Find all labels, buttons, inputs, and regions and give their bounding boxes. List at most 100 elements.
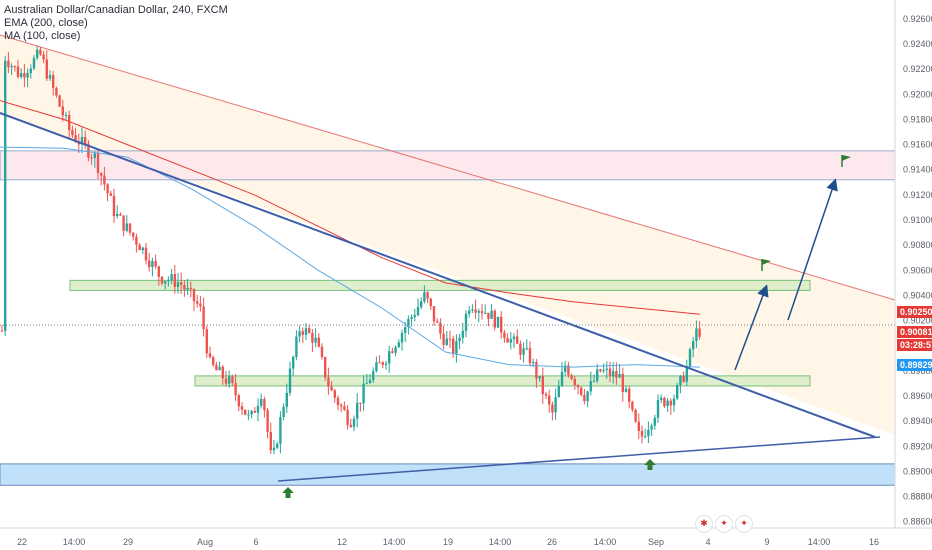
candle-body [7,60,10,68]
candle-body [375,362,378,372]
candle-body [84,137,87,144]
price-tag [897,306,932,318]
candle-body [669,400,672,406]
candle-body [394,347,397,353]
candle-body [269,432,272,451]
candle-body [141,247,144,251]
time-tick-label: 26 [547,537,557,547]
candle-body [276,443,279,448]
candle-body [624,388,628,393]
candle-body [343,406,346,410]
candle-body [324,357,327,378]
up-arrow-icon [644,459,656,470]
time-tick-label: 14:00 [489,537,512,547]
candle-body [330,386,333,391]
time-tick-label: 9 [764,537,769,547]
candle-body [138,244,141,251]
chart-background [0,35,895,435]
candle-body [128,223,132,233]
price-axis-bg [895,0,932,550]
candle-body [429,298,432,307]
legend-ma[interactable]: MA (100, close) [4,30,81,42]
candle-body [32,57,36,69]
candle-body [653,417,656,426]
candle-body [199,303,202,307]
candle-body [672,398,676,406]
candle-body [167,280,170,282]
time-tick-label: 16 [869,537,879,547]
candle-body [461,330,464,338]
flag-ca-icon[interactable]: ✦ [715,515,733,533]
candle-body [583,394,586,402]
candle-body [333,390,336,398]
candle-body [61,106,64,116]
candle-body [218,366,221,371]
candle-body [311,332,314,343]
candle-body [423,292,426,302]
candle-body [327,377,330,387]
candle-body [109,193,112,196]
candle-body [256,405,260,413]
candle-body [532,362,535,364]
candle-body [100,173,103,176]
candle-body [263,398,266,411]
candle-body [157,266,160,277]
time-tick-label: 19 [443,537,453,547]
candle-body [285,392,288,407]
candle-body [68,115,71,131]
candle-body [183,284,186,290]
candle-body [336,397,340,406]
projection-arrow-1 [734,284,769,371]
candle-body [391,351,394,353]
candle-body [205,329,208,354]
time-tick-label: 14:00 [808,537,831,547]
candle-body [359,402,362,404]
candle-body [154,261,157,267]
candle-body [279,417,282,444]
candle-body [132,232,135,237]
legend-ema[interactable]: EMA (200, close) [4,17,88,29]
candle-body [23,73,26,78]
candle-body [637,421,640,432]
candle-body [452,338,455,354]
candle-body [487,312,490,319]
candle-body [93,153,96,159]
candle-body [221,366,224,379]
candle-body [180,282,183,285]
zone-demand [0,463,896,486]
time-tick-label: 14:00 [383,537,406,547]
candle-body [695,328,698,342]
candle-body [208,353,212,358]
candle-body [496,316,500,328]
candle-body [365,383,368,385]
target-flag-icon [842,155,851,161]
candle-body [253,410,256,413]
candle-body [528,348,532,364]
candle-body [266,410,269,433]
flag-ca-icon[interactable]: ✦ [735,515,753,533]
trendline-ascending [277,436,881,482]
price-tag [897,359,932,371]
candle-body [512,336,516,340]
candle-body [410,317,413,319]
flag-au-icon[interactable]: ✱ [695,515,713,533]
candle-body [352,418,356,427]
candle-body [570,375,573,379]
trendline-descending [0,112,876,438]
time-tick-label: 29 [123,537,133,547]
candle-body [557,385,560,398]
candle-body [240,406,244,410]
candle-body [368,380,372,384]
price-tag [897,326,932,338]
candle-body [413,315,416,318]
candle-body [685,366,688,382]
candle-body [103,175,106,185]
